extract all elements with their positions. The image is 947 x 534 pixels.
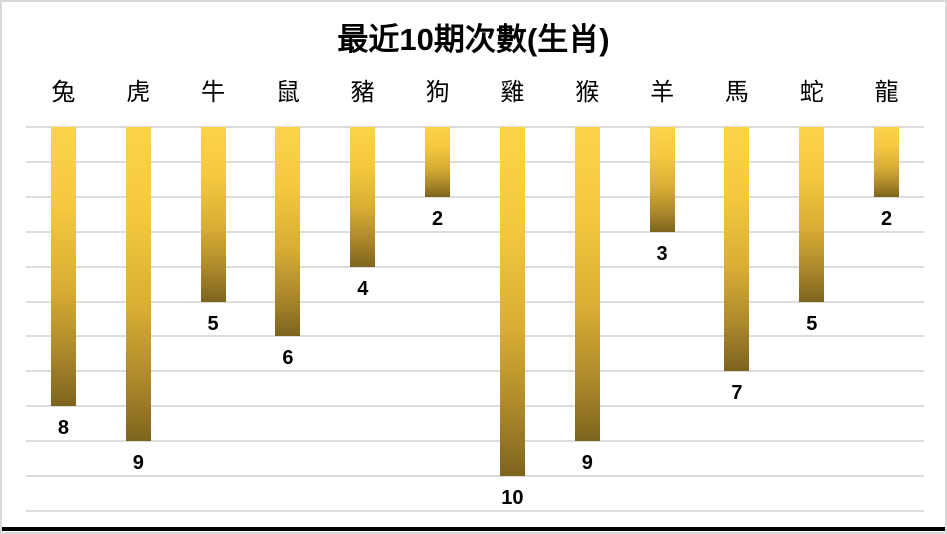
- gridline: [26, 160, 924, 163]
- bar: [574, 127, 600, 442]
- bar: [874, 127, 900, 197]
- value-label: 4: [357, 277, 369, 300]
- category-label: 虎: [126, 79, 151, 106]
- category-label: 雞: [500, 79, 525, 106]
- category-label: 猴: [575, 79, 600, 106]
- category-label: 羊: [650, 79, 675, 106]
- bottom-border-line: [2, 527, 945, 531]
- bar: [200, 127, 226, 302]
- gridline: [26, 230, 924, 233]
- category-label: 牛: [201, 79, 226, 106]
- category-label: 鼠: [275, 79, 300, 106]
- bar: [724, 127, 750, 372]
- gridline: [26, 509, 924, 512]
- value-label: 5: [207, 312, 219, 335]
- gridline: [26, 195, 924, 198]
- bar: [350, 127, 376, 267]
- value-label: 6: [282, 347, 294, 370]
- gridline: [26, 300, 924, 303]
- bar: [275, 127, 301, 337]
- category-label: 龍: [874, 79, 899, 106]
- gridline: [26, 440, 924, 443]
- bar: [799, 127, 825, 302]
- gridline: [26, 126, 924, 128]
- bar: [499, 127, 525, 476]
- value-label: 7: [731, 382, 743, 405]
- category-label: 兔: [51, 79, 76, 106]
- gridline: [26, 370, 924, 373]
- bar: [125, 127, 151, 442]
- value-label: 10: [501, 487, 524, 509]
- value-label: 2: [432, 207, 444, 230]
- value-label: 5: [806, 312, 818, 335]
- value-label: 9: [581, 452, 593, 475]
- gridline: [26, 335, 924, 338]
- value-label: 8: [57, 417, 69, 440]
- category-label: 狗: [425, 79, 450, 106]
- gridline: [26, 265, 924, 268]
- value-label: 2: [881, 207, 893, 230]
- bar: [50, 127, 76, 407]
- category-label: 馬: [724, 79, 749, 106]
- bar: [649, 127, 675, 232]
- chart-title: 最近10期次數(生肖): [337, 22, 610, 57]
- category-label: 蛇: [799, 79, 824, 106]
- category-label: 豬: [350, 79, 375, 106]
- value-label: 3: [656, 242, 668, 265]
- value-label: 9: [132, 452, 144, 475]
- gridline: [26, 475, 924, 477]
- gridline: [26, 405, 924, 408]
- bar: [425, 127, 451, 197]
